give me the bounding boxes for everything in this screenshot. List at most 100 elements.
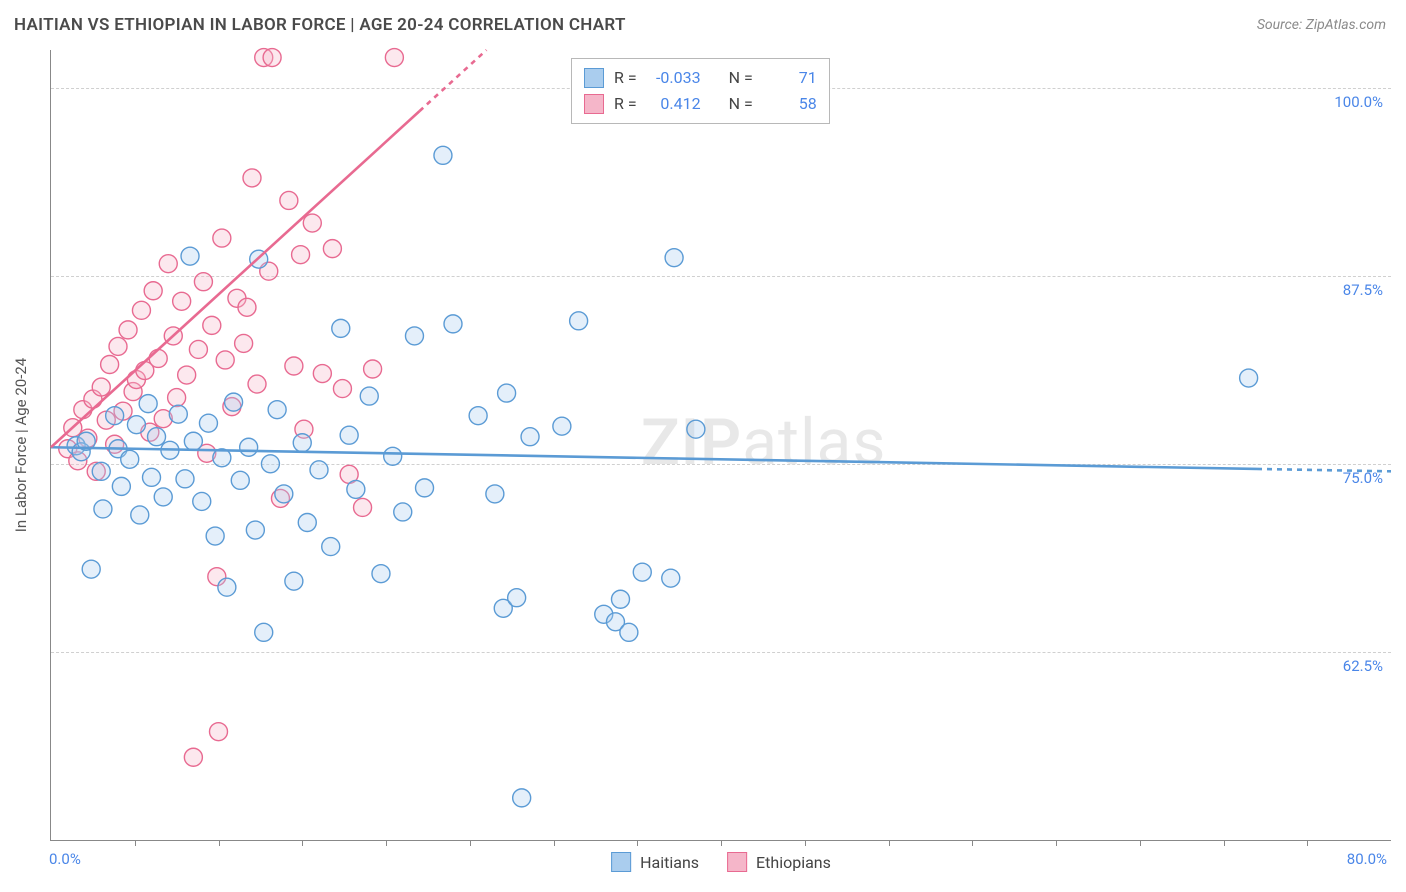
point-haitians [347,480,365,498]
point-haitians [127,416,145,434]
point-haitians [218,578,236,596]
point-haitians [285,572,303,590]
point-ethiopians [178,366,196,384]
point-ethiopians [263,49,281,67]
trendline-haitians [51,447,1257,469]
point-ethiopians [216,351,234,369]
point-haitians [332,319,350,337]
point-haitians [322,538,340,556]
point-haitians [508,589,526,607]
point-haitians [360,387,378,405]
point-haitians [143,468,161,486]
point-haitians [193,492,211,510]
point-haitians [181,247,199,265]
point-ethiopians [173,292,191,310]
stats-row-haitians: R = -0.033 N = 71 [584,65,817,91]
y-axis-title: In Labor Force | Age 20-24 [12,358,30,532]
point-haitians [416,479,434,497]
x-tick [386,840,387,846]
swatch-haitians [584,68,604,88]
point-ethiopians [210,723,228,741]
point-haitians [570,312,588,330]
x-tick [805,840,806,846]
point-ethiopians [189,340,207,358]
point-haitians [112,477,130,495]
scatter-plot [51,50,1391,840]
point-haitians [139,395,157,413]
point-haitians [498,384,516,402]
n-label: N = [729,65,753,91]
point-haitians [121,450,139,468]
point-haitians [94,500,112,518]
point-haitians [169,405,187,423]
point-haitians [131,506,149,524]
point-ethiopians [280,191,298,209]
point-haitians [206,527,224,545]
point-ethiopians [313,365,331,383]
swatch-ethiopians [584,94,604,114]
trendline-dashed-haitians [1257,469,1391,471]
legend: Haitians Ethiopians [611,852,831,872]
point-haitians [275,485,293,503]
point-haitians [268,401,286,419]
point-ethiopians [238,298,256,316]
x-tick [135,840,136,846]
point-haitians [513,789,531,807]
point-haitians [340,426,358,444]
r-label: R = [614,91,637,117]
point-haitians [1240,369,1258,387]
point-haitians [240,438,258,456]
plot-area: In Labor Force | Age 20-24 62.5%75.0%87.… [50,50,1391,841]
point-ethiopians [109,337,127,355]
x-tick [1140,840,1141,846]
legend-item-haitians: Haitians [611,852,699,872]
point-haitians [469,407,487,425]
point-haitians [633,563,651,581]
point-ethiopians [101,355,119,373]
point-haitians [405,327,423,345]
point-ethiopians [248,375,266,393]
x-tick [1307,840,1308,846]
n-value-ethiopians: 58 [763,91,817,117]
point-ethiopians [149,349,167,367]
point-haitians [434,146,452,164]
x-tick [637,840,638,846]
stats-row-ethiopians: R = 0.412 N = 58 [584,91,817,117]
x-tick [219,840,220,846]
point-ethiopians [194,273,212,291]
point-haitians [553,417,571,435]
r-value-haitians: -0.033 [647,65,701,91]
point-ethiopians [243,169,261,187]
point-haitians [176,470,194,488]
point-haitians [293,434,311,452]
point-ethiopians [132,301,150,319]
point-ethiopians [354,498,372,516]
point-haitians [444,315,462,333]
chart-title: HAITIAN VS ETHIOPIAN IN LABOR FORCE | AG… [14,15,626,35]
point-ethiopians [144,282,162,300]
point-haitians [148,428,166,446]
point-haitians [154,488,172,506]
point-haitians [620,623,638,641]
point-haitians [255,623,273,641]
point-ethiopians [333,380,351,398]
n-value-haitians: 71 [763,65,817,91]
point-haitians [394,503,412,521]
point-ethiopians [303,214,321,232]
point-ethiopians [285,357,303,375]
x-tick [889,840,890,846]
r-label: R = [614,65,637,91]
legend-label: Haitians [640,853,699,872]
point-haitians [199,414,217,432]
point-haitians [231,471,249,489]
point-haitians [106,407,124,425]
point-ethiopians [235,334,253,352]
source-attribution: Source: ZipAtlas.com [1257,17,1386,33]
point-haitians [612,590,630,608]
point-haitians [82,560,100,578]
point-ethiopians [213,229,231,247]
legend-label: Ethiopians [756,853,831,872]
point-haitians [92,462,110,480]
x-tick [1224,840,1225,846]
n-label: N = [729,91,753,117]
